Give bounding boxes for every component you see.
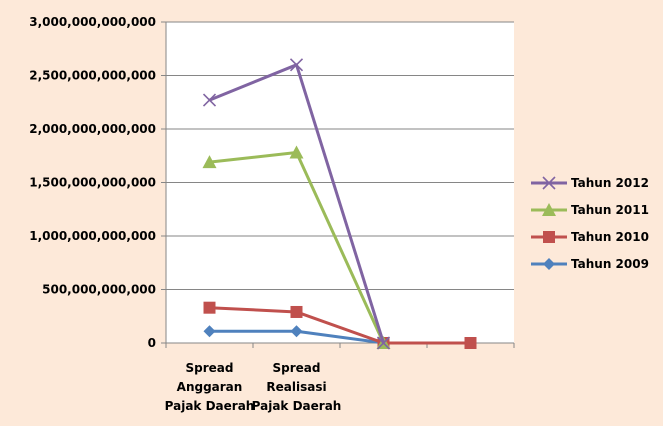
legend-marker	[543, 258, 555, 270]
y-tick-label: 2,000,000,000,000	[29, 122, 156, 136]
legend-label: Tahun 2009	[571, 257, 649, 271]
gridlines	[166, 21, 514, 290]
legend-item: Tahun 2010	[531, 230, 649, 244]
data-point	[289, 58, 304, 72]
x-category-label: Spread	[273, 361, 321, 375]
x-category-label: Realisasi	[266, 380, 326, 394]
legend-label: Tahun 2012	[571, 176, 649, 190]
legend-marker	[542, 176, 556, 190]
legend-item: Tahun 2012	[531, 176, 649, 190]
y-tick-label: 500,000,000,000	[42, 283, 156, 297]
data-point	[376, 336, 391, 350]
series-group	[202, 58, 477, 350]
y-tick-label: 3,000,000,000,000	[29, 15, 156, 29]
data-point	[202, 155, 217, 169]
data-point	[464, 337, 477, 349]
x-category-label: Anggaran	[177, 380, 243, 394]
data-point	[203, 301, 216, 314]
series-tahun-2012	[202, 58, 391, 350]
y-tick-label: 2,500,000,000,000	[29, 69, 156, 83]
legend-item: Tahun 2009	[531, 257, 649, 271]
series-line	[209, 306, 471, 345]
y-tick-label: 1,000,000,000,000	[29, 229, 156, 243]
legend-label: Tahun 2011	[571, 203, 649, 217]
legend-item: Tahun 2011	[531, 203, 649, 217]
data-point	[203, 325, 216, 338]
x-category-label: Pajak Daerah	[252, 399, 342, 413]
x-category-label: Spread	[186, 361, 234, 375]
legend: Tahun 2012 Tahun 2011 Tahun 2010 Tahun 2009	[531, 176, 649, 271]
y-axis-tick-labels: 3,000,000,000,000 2,500,000,000,000 2,000,…	[29, 15, 156, 350]
x-category-label: Pajak Daerah	[165, 399, 255, 413]
legend-marker	[543, 231, 555, 243]
y-tick-label: 1,500,000,000,000	[29, 176, 156, 190]
data-point	[289, 145, 304, 159]
data-point	[290, 305, 303, 318]
y-tick-label: 0	[148, 336, 156, 350]
data-point	[290, 325, 303, 338]
x-axis-category-labels: Spread Anggaran Pajak Daerah Spread Realisas…	[165, 361, 342, 413]
data-point	[202, 93, 217, 107]
legend-marker	[542, 203, 556, 216]
legend-label: Tahun 2010	[571, 230, 649, 244]
